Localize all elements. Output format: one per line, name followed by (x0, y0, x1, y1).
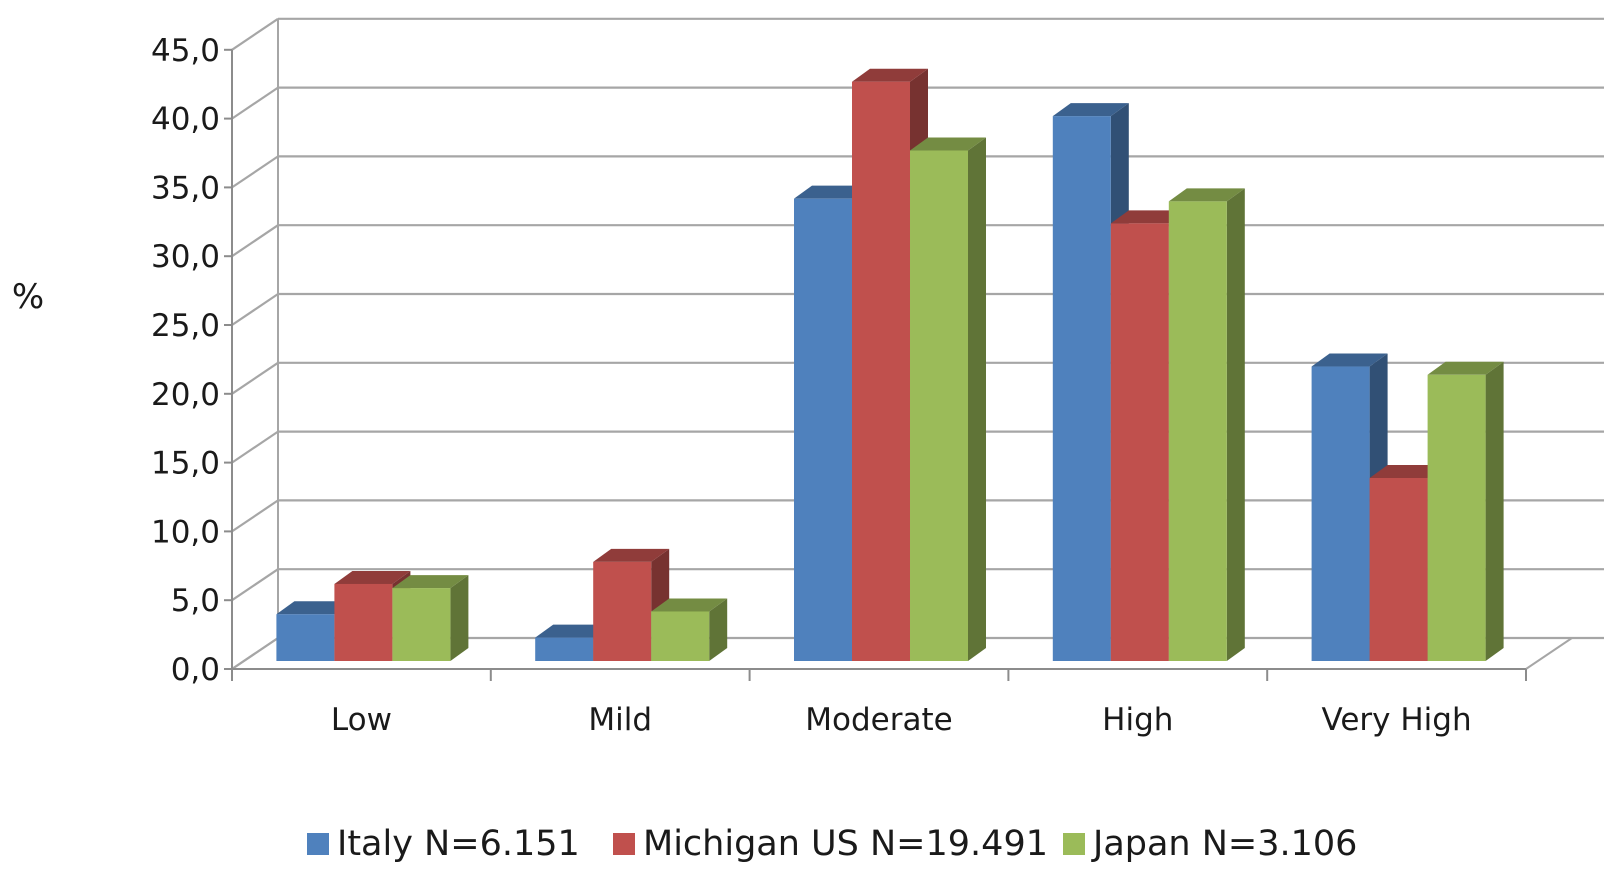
y-tick-label: 35,0 (151, 170, 220, 206)
bar-front-face (910, 150, 968, 661)
gridline-side (231, 86, 279, 120)
bar-front-face (535, 637, 594, 661)
bar-front-face (276, 614, 335, 661)
axis-labels: 0,0 5,0 10,0 15,0 20,0 25,0 30,0 35,0 40,0 45,0 Lo… (151, 33, 1472, 738)
x-tick-label: Moderate (805, 702, 952, 738)
bar (276, 601, 353, 661)
gridline-side (231, 637, 279, 670)
legend-swatch (613, 833, 635, 855)
x-tick-label: Low (331, 702, 392, 738)
bar-front-face (1052, 116, 1111, 661)
gridline-side (231, 430, 279, 464)
bar-top-face (910, 137, 986, 151)
bar-front-face (334, 583, 393, 661)
bar-front-face (651, 611, 710, 661)
bar-top-face (651, 598, 728, 612)
bar-front-face (1427, 374, 1486, 661)
bar-front-face (852, 81, 910, 662)
bar-front-face (392, 588, 451, 661)
bar-top-face (794, 185, 870, 199)
legend-swatch (307, 833, 329, 855)
bar-top-face (392, 575, 469, 589)
gridline-side (231, 499, 279, 533)
y-tick-label: 25,0 (151, 308, 220, 344)
gridline-side (231, 224, 279, 258)
bar-side-face (1226, 188, 1245, 661)
y-tick-label: 15,0 (151, 446, 220, 482)
bar-side-face (968, 137, 986, 661)
bar-top-face (1168, 188, 1245, 202)
x-tick-label: Mild (588, 702, 652, 738)
y-tick-label: 45,0 (151, 33, 220, 69)
y-tick-label: 30,0 (151, 239, 220, 275)
y-tick-label: 40,0 (151, 102, 220, 138)
y-tick-label: 5,0 (171, 583, 220, 619)
bar-side-face (450, 575, 469, 661)
legend-swatch (1063, 833, 1085, 855)
bar-top-face (1110, 210, 1187, 224)
bar-top-face (1311, 353, 1388, 367)
bar-top-face (535, 624, 612, 638)
gridline-side (231, 293, 279, 326)
bar-front-face (794, 198, 852, 661)
legend-label: Japan N=3.106 (1091, 824, 1357, 864)
gridline-side (231, 568, 279, 602)
bar-top-face (593, 548, 670, 562)
bar-front-face (1168, 201, 1227, 661)
bar (910, 137, 986, 661)
x-tick-label: Very High (1322, 702, 1472, 738)
bar-top-face (1427, 361, 1504, 375)
bar-front-face (1110, 223, 1169, 661)
y-axis-label: % (12, 277, 44, 317)
bar (651, 598, 728, 661)
bar-side-face (709, 598, 728, 661)
bar-front-face (1369, 477, 1428, 661)
bar-top-face (852, 68, 928, 82)
legend: Italy N=6.151 Michigan US N=19.491 Japan N… (307, 824, 1357, 864)
bar-top-face (1052, 103, 1129, 117)
legend-label: Michigan US N=19.491 (643, 824, 1048, 864)
bar-front-face (1311, 366, 1370, 661)
bar-top-face (276, 601, 353, 615)
bar (1168, 188, 1245, 661)
x-tick-label: High (1102, 702, 1173, 738)
y-tick-label: 20,0 (151, 377, 220, 413)
legend-label: Italy N=6.151 (337, 824, 580, 864)
y-tick-label: 10,0 (151, 514, 220, 550)
gridline-side (231, 155, 279, 189)
bar-front-face (593, 561, 652, 661)
y-tick-label: 0,0 (171, 652, 220, 688)
bar-top-face (1369, 464, 1446, 478)
bar-top-face (334, 570, 411, 584)
gridline-side (231, 17, 279, 51)
gridline-side (231, 361, 279, 395)
bar-side-face (1485, 361, 1504, 661)
axes (224, 18, 1527, 681)
bar (1427, 361, 1504, 661)
bars (276, 68, 1504, 662)
bar (392, 575, 469, 661)
